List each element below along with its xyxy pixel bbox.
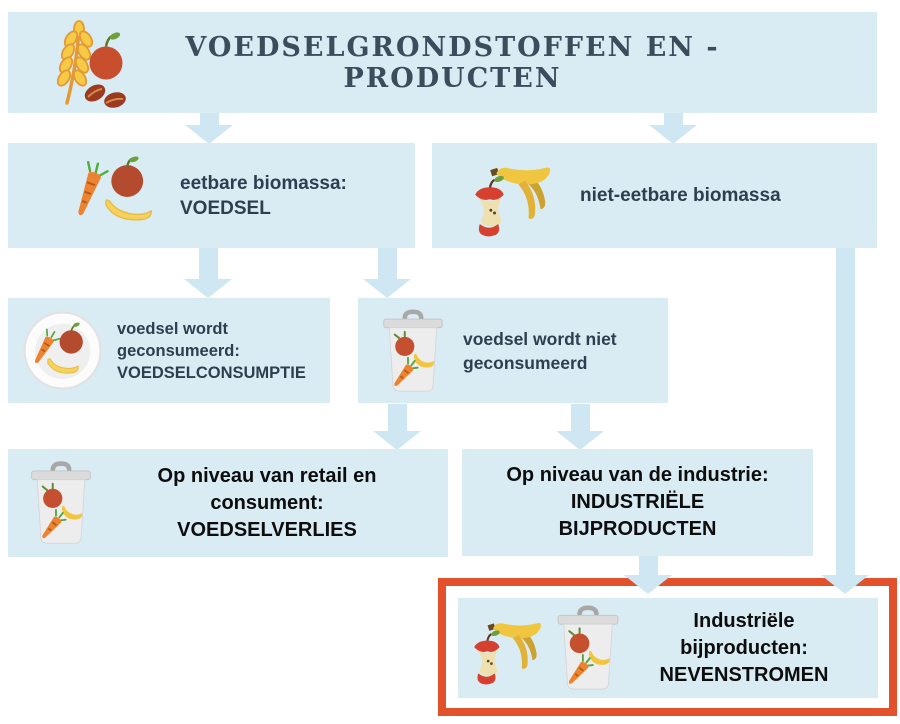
flow-arrowhead-inedible-to-sidestreams [821, 575, 869, 594]
carrot-apple-banana-icon [74, 155, 166, 237]
flow-arrow-to-retail [373, 404, 421, 450]
wheat-apple-coffee-beans-icon [38, 17, 133, 109]
food-not-consumed-box: voedsel wordt niet geconsumeerd [358, 298, 668, 403]
industrial-byproducts-box: Op niveau van de industrie: INDUSTRIËLE … [462, 449, 813, 556]
trash-bin-icon [28, 459, 94, 547]
food-consumed-box: voedsel wordt geconsumeerd: VOEDSELCONSU… [8, 298, 330, 403]
edible-biomass-box: eetbare biomassa: VOEDSEL [8, 143, 415, 248]
inedible-biomass-label: niet-eetbare biomassa [580, 184, 781, 206]
flow-arrow-to-edible [185, 113, 233, 144]
flow-arrow-to-industry [556, 404, 604, 450]
industrial-byproducts-label: Op niveau van de industrie: INDUSTRIËLE … [506, 464, 769, 540]
apple-core-banana-peel-icon [466, 153, 558, 238]
flow-arrow-to-inedible [649, 113, 697, 144]
food-not-consumed-label: voedsel wordt niet geconsumeerd [463, 328, 617, 373]
trash-bin-icon [380, 309, 446, 393]
plate-with-food-icon [22, 310, 104, 392]
header-box: VOEDSELGRONDSTOFFEN EN -PRODUCTEN [8, 12, 877, 113]
edible-biomass-label: eetbare biomassa: VOEDSEL [180, 172, 347, 219]
retail-consumer-loss-label: Op niveau van retail en consument: VOEDS… [157, 464, 377, 541]
flow-arrow-industry-to-sidestreams [624, 556, 672, 594]
apple-core-banana-peel-icon [466, 610, 548, 686]
retail-consumer-loss-box: Op niveau van retail en consument: VOEDS… [8, 449, 448, 557]
inedible-biomass-box: niet-eetbare biomassa [432, 143, 877, 248]
flow-arrow-to-not-consumed [363, 248, 411, 298]
flow-line-inedible-to-sidestreams [836, 248, 855, 576]
flow-arrow-to-consumed [184, 248, 232, 298]
trash-bin-icon [554, 605, 622, 691]
sidestreams-label: Industriële bijproducten: NEVENSTROMEN [659, 609, 829, 686]
page-title: VOEDSELGRONDSTOFFEN EN -PRODUCTEN [185, 31, 720, 94]
food-consumed-label: voedsel wordt geconsumeerd: VOEDSELCONSU… [117, 319, 306, 382]
sidestreams-box: Industriële bijproducten: NEVENSTROMEN [458, 598, 878, 698]
